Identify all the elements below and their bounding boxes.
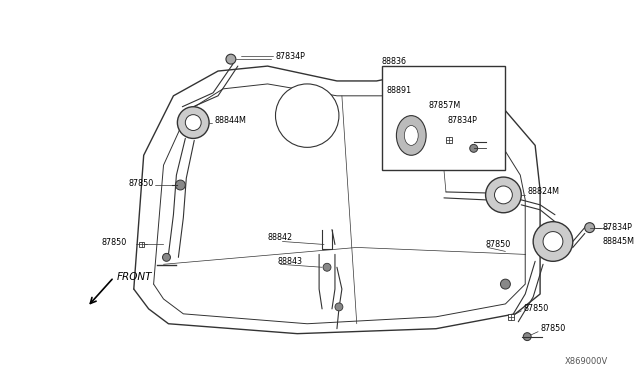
- Text: FRONT: FRONT: [117, 272, 152, 282]
- Bar: [446, 137, 452, 143]
- Text: 87850: 87850: [524, 304, 548, 313]
- Bar: [381, 66, 506, 170]
- Bar: [508, 314, 515, 320]
- Text: 88844M: 88844M: [214, 116, 246, 125]
- Text: X869000V: X869000V: [565, 357, 608, 366]
- Bar: [140, 242, 144, 247]
- Circle shape: [226, 54, 236, 64]
- Circle shape: [323, 263, 331, 271]
- Circle shape: [524, 333, 531, 341]
- Circle shape: [163, 253, 170, 261]
- Text: 87834P: 87834P: [448, 116, 478, 125]
- Text: 88891: 88891: [387, 86, 412, 95]
- Circle shape: [543, 232, 563, 251]
- Text: 88845M: 88845M: [602, 237, 634, 246]
- Circle shape: [275, 84, 339, 147]
- Text: 87850: 87850: [101, 238, 126, 247]
- Text: 87834P: 87834P: [275, 52, 305, 61]
- Circle shape: [495, 186, 513, 204]
- Circle shape: [470, 144, 477, 152]
- Ellipse shape: [404, 125, 418, 145]
- Text: 87850: 87850: [486, 240, 511, 249]
- Text: 88843: 88843: [278, 257, 303, 266]
- Circle shape: [175, 180, 186, 190]
- Text: 87850: 87850: [129, 179, 154, 187]
- Circle shape: [486, 177, 521, 213]
- Circle shape: [533, 222, 573, 261]
- Text: 87834P: 87834P: [602, 223, 632, 232]
- Circle shape: [186, 115, 201, 131]
- Text: 88836: 88836: [381, 57, 406, 65]
- Circle shape: [335, 303, 343, 311]
- Ellipse shape: [396, 116, 426, 155]
- Circle shape: [177, 107, 209, 138]
- Circle shape: [500, 279, 510, 289]
- Text: 87857M: 87857M: [428, 101, 460, 110]
- Text: 87850: 87850: [540, 324, 565, 333]
- Circle shape: [585, 223, 595, 232]
- Text: 88842: 88842: [268, 233, 292, 242]
- Text: 88824M: 88824M: [527, 187, 559, 196]
